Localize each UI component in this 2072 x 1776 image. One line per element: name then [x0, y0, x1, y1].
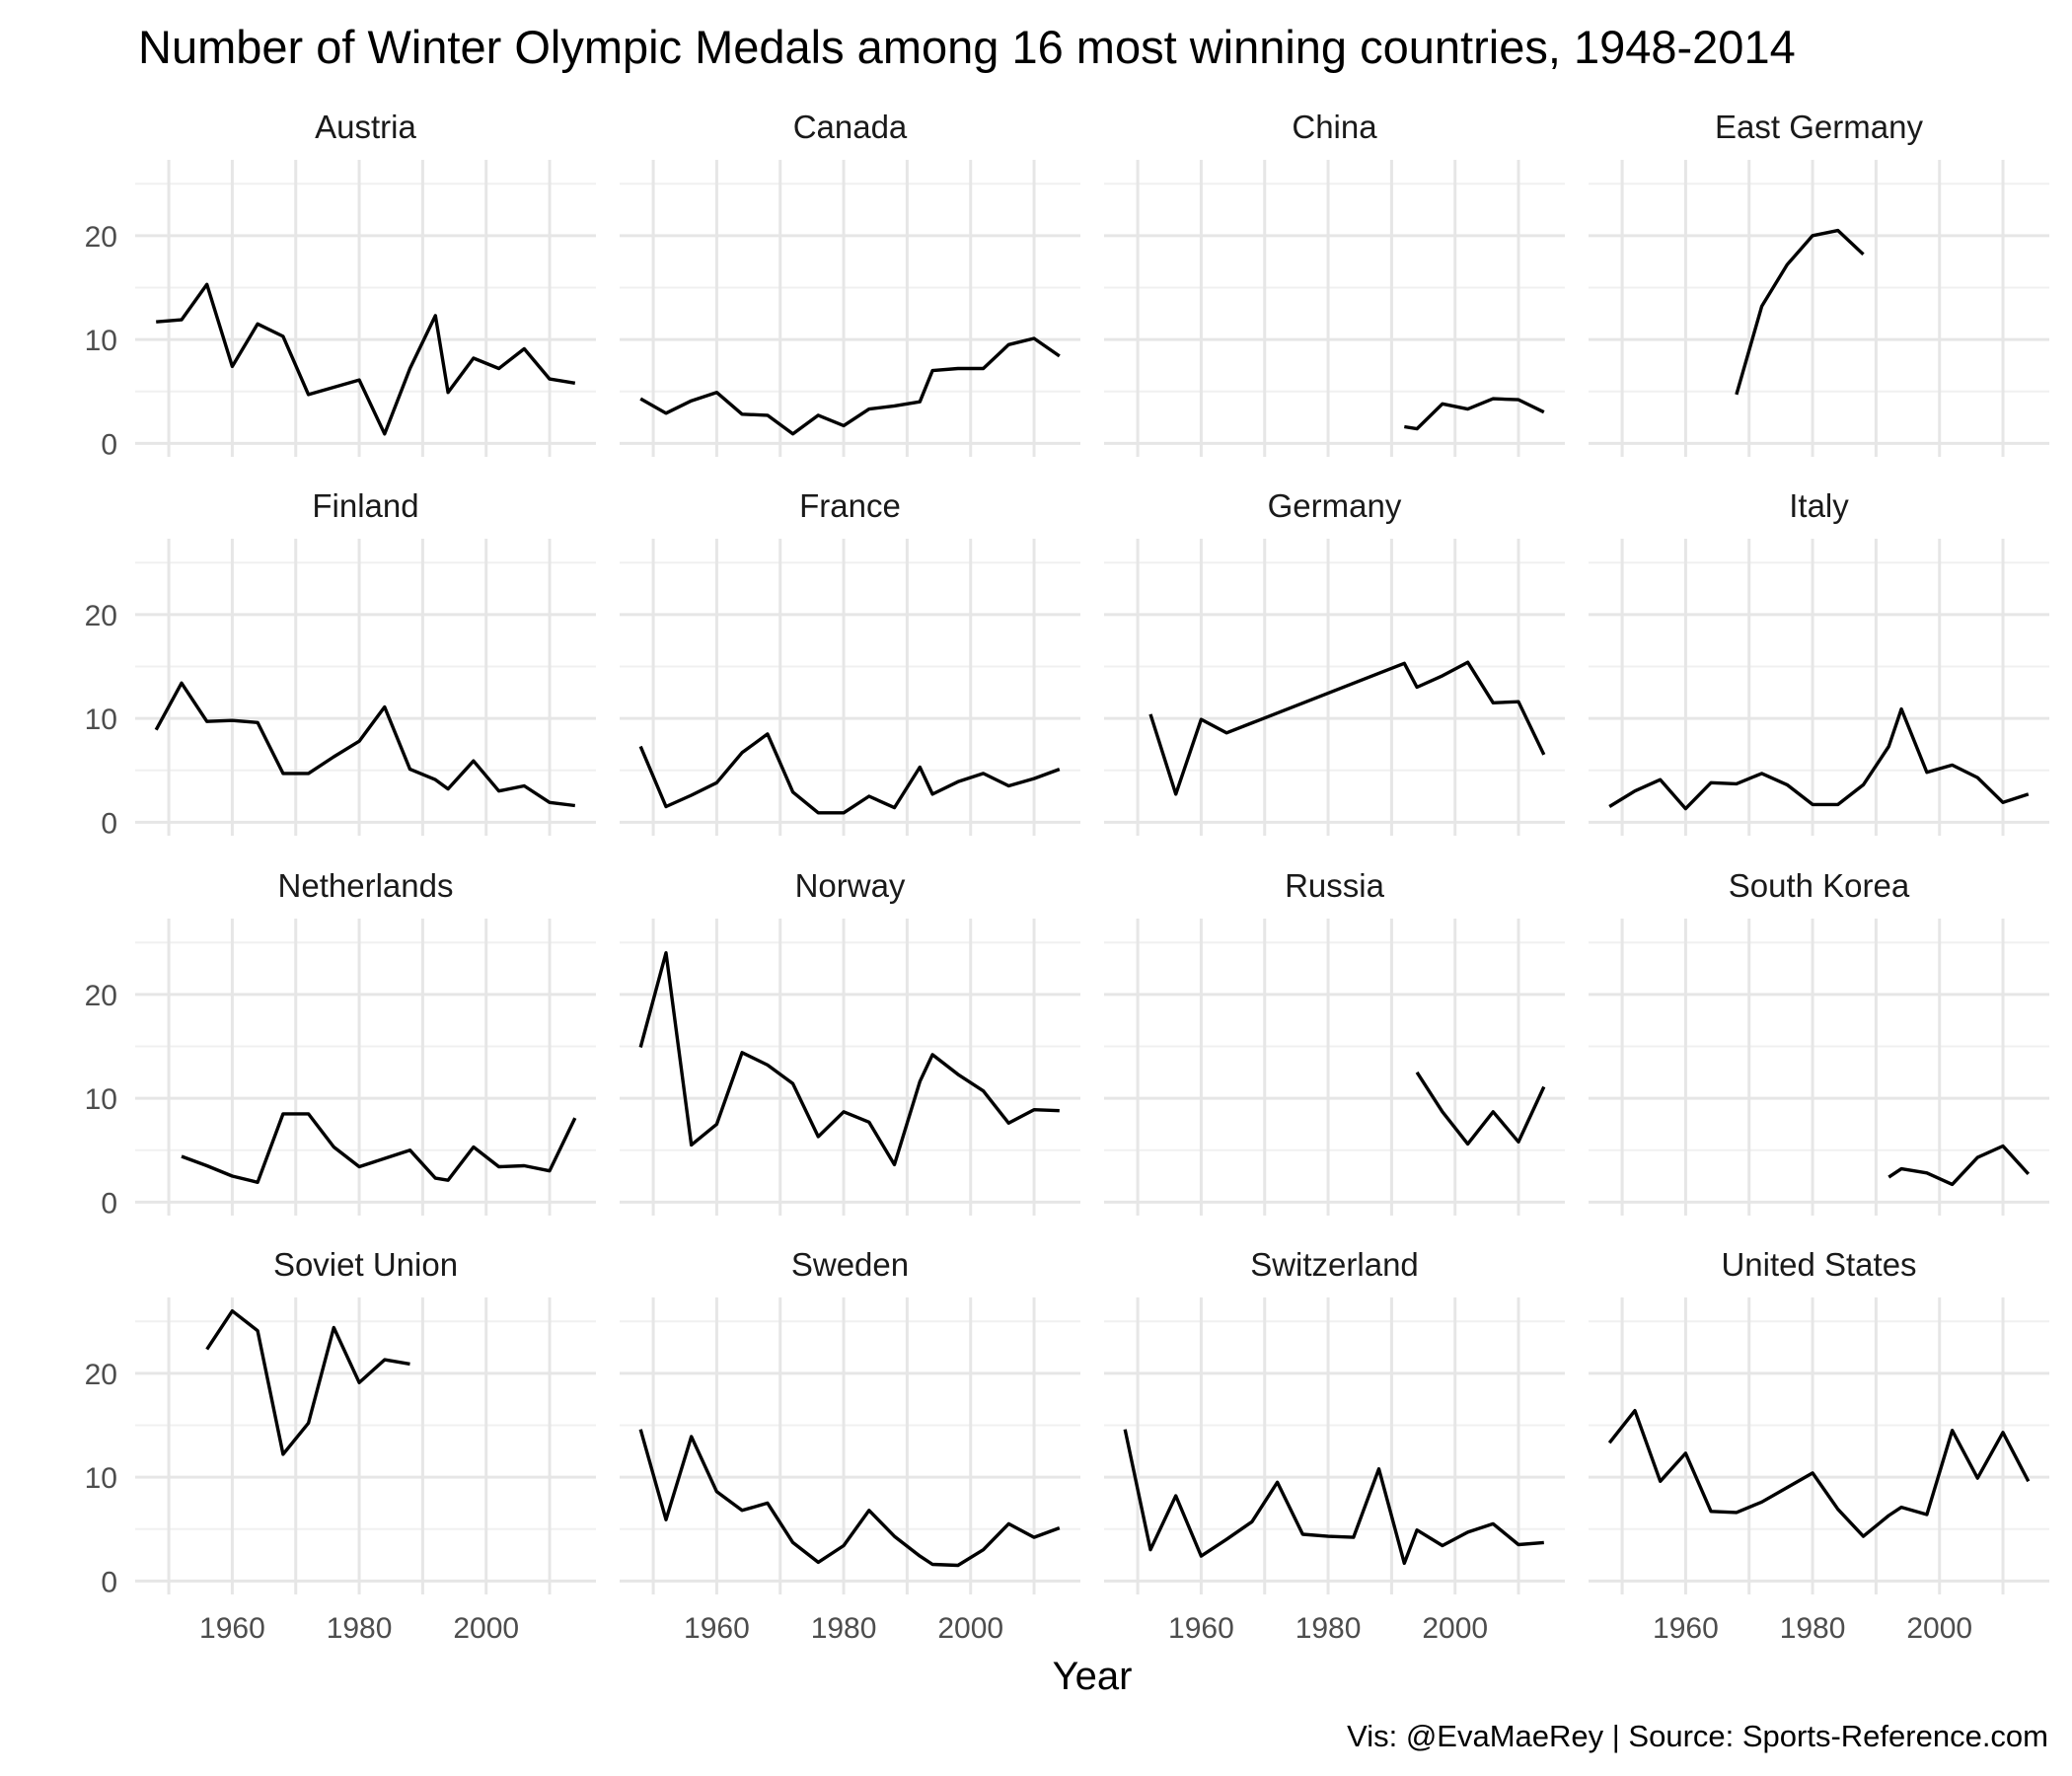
series-line — [1148, 660, 1546, 796]
x-tick-label: 1960 — [199, 1612, 265, 1645]
y-tick-label: 0 — [101, 1566, 117, 1598]
facet-strip-label: Italy — [1789, 487, 1849, 524]
x-tick-label: 1980 — [811, 1612, 877, 1645]
x-tick-label: 1980 — [327, 1612, 393, 1645]
series-line — [1607, 1408, 2031, 1538]
facet-panel: Sweden 1960 1980 2000 — [620, 1246, 1080, 1645]
facet-strip-label: Germany — [1268, 487, 1402, 524]
y-tick-label: 20 — [85, 1359, 117, 1391]
series-line — [1404, 397, 1545, 431]
x-tick-label: 2000 — [937, 1612, 1003, 1645]
facet-strip-label: Soviet Union — [273, 1246, 458, 1283]
facet-panels: Austria 0 10 20 Canada China East Germany Finla… — [85, 109, 2049, 1645]
facet-panel: France — [620, 487, 1080, 836]
series-line — [181, 1112, 577, 1185]
facet-panel: Soviet Union 0 10 20 1960 1980 2000 — [85, 1246, 596, 1645]
y-tick-label: 10 — [85, 1462, 117, 1495]
y-tick-label: 10 — [85, 703, 117, 736]
facet-panel: Italy — [1589, 487, 2049, 836]
y-tick-label: 10 — [85, 325, 117, 357]
facet-strip-label: Russia — [1285, 867, 1385, 904]
facet-strip-label: Canada — [793, 109, 908, 145]
facet-panel: Germany — [1104, 487, 1565, 836]
facet-strip-label: France — [799, 487, 901, 524]
facet-strip-label: Austria — [315, 109, 416, 145]
y-tick-label: 20 — [85, 980, 117, 1012]
y-tick-label: 0 — [101, 1187, 117, 1220]
facet-strip-label: United States — [1721, 1246, 1916, 1283]
chart-title: Number of Winter Olympic Medals among 16… — [138, 21, 1796, 73]
series-line — [638, 732, 1061, 815]
facet-strip-label: Netherlands — [278, 867, 454, 904]
x-tick-label: 2000 — [1906, 1612, 1972, 1645]
x-tick-label: 1980 — [1295, 1612, 1362, 1645]
facet-strip-label: Sweden — [791, 1246, 909, 1283]
facet-panel: Canada — [620, 109, 1080, 457]
series-line — [154, 681, 576, 808]
y-tick-label: 20 — [85, 221, 117, 254]
chart-caption: Vis: @EvaMaeRey | Source: Sports-Referen… — [1347, 1719, 2048, 1753]
series-line — [1608, 706, 2030, 811]
series-line — [205, 1308, 410, 1456]
facet-panel: Switzerland 1960 1980 2000 — [1104, 1246, 1565, 1645]
facet-panel: China — [1104, 109, 1565, 457]
x-tick-label: 1960 — [684, 1612, 750, 1645]
series-line — [1735, 228, 1865, 396]
facet-panel: United States 1960 1980 2000 — [1589, 1246, 2049, 1645]
series-line — [1123, 1429, 1544, 1566]
facet-strip-label: Finland — [312, 487, 418, 524]
series-line — [639, 336, 1061, 436]
y-tick-label: 0 — [101, 807, 117, 840]
x-tick-label: 1960 — [1653, 1612, 1719, 1645]
facet-strip-label: China — [1292, 109, 1377, 145]
facet-strip-label: East Germany — [1715, 109, 1923, 145]
facet-panel: Norway — [620, 867, 1080, 1216]
facet-panel: East Germany — [1589, 109, 2049, 457]
facet-panel: South Korea — [1589, 867, 2049, 1216]
facet-strip-label: Norway — [795, 867, 906, 904]
facet-panel: Austria 0 10 20 — [85, 109, 596, 461]
series-line — [1415, 1071, 1546, 1147]
series-line — [638, 1429, 1061, 1568]
x-tick-label: 1960 — [1168, 1612, 1234, 1645]
y-tick-label: 0 — [101, 428, 117, 461]
facet-strip-label: Switzerland — [1250, 1246, 1419, 1283]
series-line — [156, 282, 576, 436]
x-axis-title: Year — [1053, 1655, 1133, 1698]
y-tick-label: 20 — [85, 600, 117, 632]
x-tick-label: 2000 — [453, 1612, 519, 1645]
x-tick-label: 1980 — [1780, 1612, 1846, 1645]
series-line — [638, 951, 1060, 1167]
facet-panel: Finland 0 10 20 — [85, 487, 596, 840]
facet-panel: Netherlands 0 10 20 — [85, 867, 596, 1220]
x-tick-label: 2000 — [1422, 1612, 1488, 1645]
facet-strip-label: South Korea — [1729, 867, 1910, 904]
y-tick-label: 10 — [85, 1083, 117, 1116]
facet-panel: Russia — [1104, 867, 1565, 1216]
series-line — [1887, 1144, 2031, 1187]
